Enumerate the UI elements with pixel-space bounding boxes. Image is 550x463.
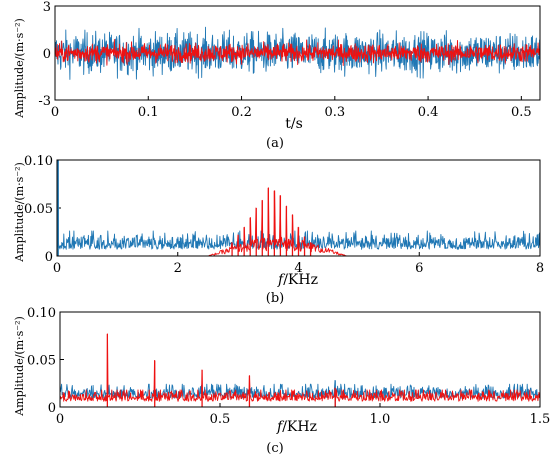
x-tick-label-a: 0 [51,105,59,120]
x-tick-label-a: 0.5 [511,105,532,120]
y-tick-label-c: 0 [48,401,56,416]
y-tick-label-a: -3 [38,94,51,109]
plot-frame-c [59,311,541,408]
series-group-b [57,160,540,256]
panel-c: Amplitude/(m·s⁻²) 0 0.5 1.0 1.5 0 0.05 0.10 f/… [13,306,550,456]
y-tick-label-b: 0 [45,250,53,265]
panel-a: Amplitude/(m·s⁻²) 0 0.1 0.2 0.3 0.4 0.5-303 t… [13,0,541,151]
caption-b: (b) [266,291,284,306]
y-tick-label-b: 0.05 [24,202,53,217]
y-tick-label-b: 0.10 [24,154,53,169]
x-tick-label-b: 0 [53,261,61,276]
x-axis-label-c: f/KHz [276,419,317,435]
series-line-a-2 [55,39,540,66]
x-tick-label-b: 6 [415,261,423,276]
x-tick-label-b: 8 [536,261,544,276]
plot-frame-b [56,159,541,257]
x-axis-label-c-var: f [276,419,285,435]
y-axis-label-c: Amplitude/(m·s⁻²) [13,316,26,417]
y-tick-label-a: 3 [43,0,51,15]
x-tick-label-a: 0.1 [138,105,159,120]
y-axis-label-a: Amplitude/(m·s⁻²) [13,18,26,119]
series-group-c [60,333,540,407]
panel-b: Amplitude/(m·s⁻²) 0 2 4 6 8 0 0.05 0.10 f/KHz (… [13,154,544,306]
x-axis-label-b-unit: /KHz [283,272,318,288]
x-tick-label-c: 1.5 [530,412,550,427]
series-line-c-2 [60,333,540,402]
x-axis-label-b: f/KHz [277,272,318,288]
x-tick-label-c: 0.5 [210,412,231,427]
x-axis-label-a: t/s [285,116,303,132]
caption-c: (c) [266,441,283,456]
y-tick-label-a: 0 [43,47,51,62]
y-tick-label-c: 0.10 [27,306,56,321]
tick-group-a: 0 0.1 0.2 0.3 0.4 0.5-303 [38,0,531,120]
tick-group-b: 0 2 4 6 8 0 0.05 0.10 [24,154,544,276]
x-tick-label-a: 0.3 [324,105,345,120]
x-tick-label-a: 0.4 [418,105,439,120]
x-tick-label-c: 0 [56,412,64,427]
y-tick-label-c: 0.05 [27,354,56,369]
caption-a: (a) [266,136,284,151]
plot-frame-a [54,5,541,101]
y-axis-label-b: Amplitude/(m·s⁻²) [13,162,26,263]
x-axis-label-c-unit: /KHz [282,419,317,435]
x-tick-label-a: 0.2 [231,105,252,120]
x-tick-label-b: 2 [174,261,182,276]
x-tick-label-b: 4 [294,261,302,276]
x-axis-label-b-var: f [277,272,286,288]
x-tick-label-c: 1.0 [370,412,391,427]
series-group-a [55,26,540,80]
tick-group-c: 0 0.5 1.0 1.5 0 0.05 0.10 [27,306,550,427]
